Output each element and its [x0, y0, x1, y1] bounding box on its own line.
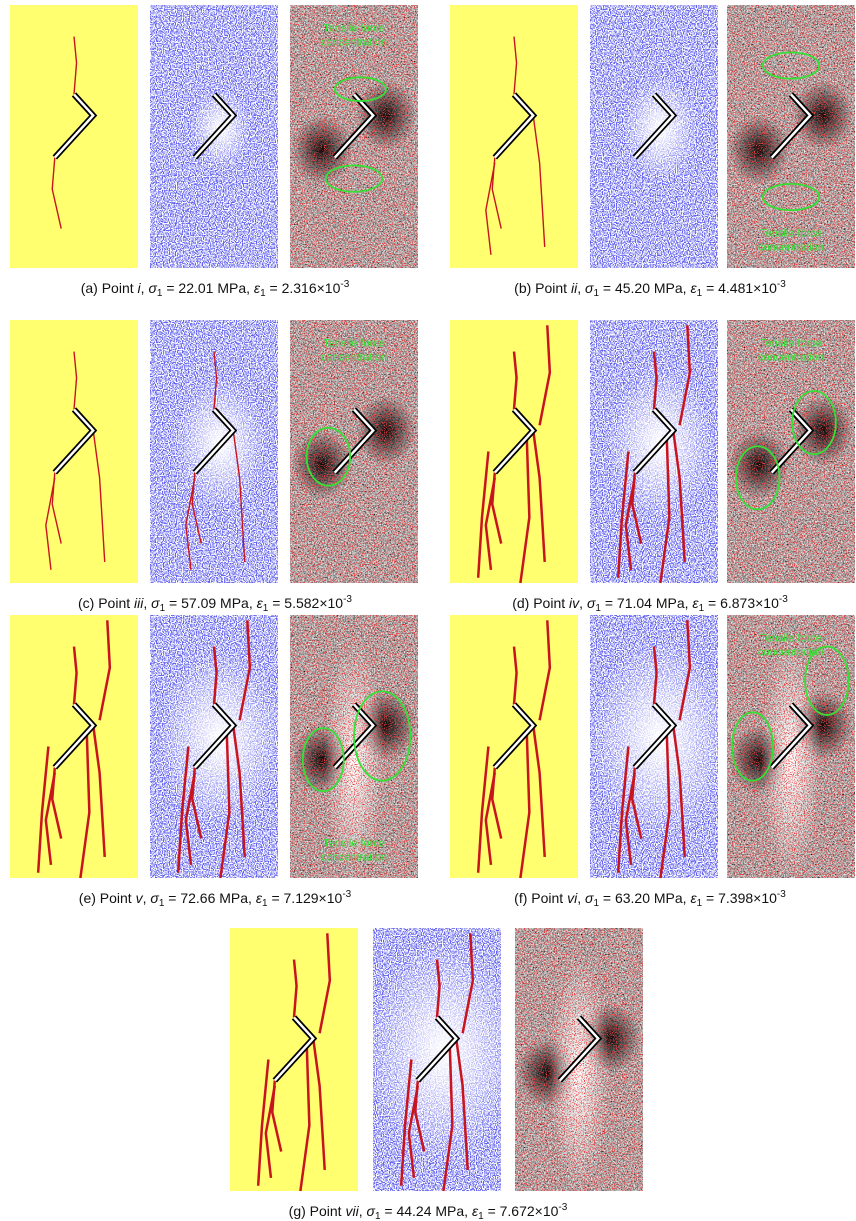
caption-part: (c) Point	[78, 595, 134, 611]
caption: (a) Point i, σ1 = 22.01 MPa, ε1 = 2.316×…	[81, 277, 350, 302]
caption-part: iii	[134, 595, 143, 611]
caption-part: (f) Point	[514, 890, 567, 906]
annotation-text: Tensile force	[760, 632, 822, 644]
caption-part: ,	[577, 280, 585, 296]
caption-part: -3	[340, 279, 349, 290]
caption-part: = 7.398×10	[702, 890, 777, 906]
caption-part: (d) Point	[512, 595, 569, 611]
caption-part: ,	[143, 890, 151, 906]
caption-part: = 7.129×10	[268, 890, 343, 906]
annotation-text: concentration	[321, 36, 387, 48]
annotation-text: Tensile force	[323, 337, 385, 349]
annotation-text: Tensile force	[760, 337, 822, 349]
panel: Tensile force concentration	[450, 615, 855, 880]
caption-part: = 6.873×10	[704, 595, 779, 611]
caption: (g) Point vii, σ1 = 44.24 MPa, ε1 = 7.67…	[289, 1200, 568, 1221]
annotation-text: concentration	[758, 351, 824, 363]
caption-part: = 72.66 MPa,	[164, 890, 255, 906]
caption-part: vii	[345, 1203, 358, 1219]
caption-part: ,	[141, 280, 149, 296]
caption-part: = 7.672×10	[484, 1203, 559, 1219]
caption-part: -3	[558, 1202, 567, 1213]
caption-part: ,	[579, 595, 587, 611]
caption-part: = 4.481×10	[702, 280, 777, 296]
annotation-text: concentration	[758, 241, 824, 253]
caption-part: = 63.20 MPa,	[599, 890, 690, 906]
caption-part: ,	[359, 1203, 367, 1219]
caption-part: = 2.316×10	[266, 280, 341, 296]
caption-part: = 45.20 MPa,	[599, 280, 690, 296]
caption-part: ,	[577, 890, 585, 906]
caption-part: -3	[342, 889, 351, 900]
caption: (d) Point iv, σ1 = 71.04 MPa, ε1 = 6.873…	[512, 592, 788, 617]
panel: Tensile force concentration	[10, 615, 418, 880]
caption-part: -3	[343, 594, 352, 605]
panel: Tensile force concentration	[450, 320, 855, 583]
panel: Tensile force concentration	[450, 5, 855, 268]
panel: Tensile force concentration	[10, 5, 418, 268]
panel	[230, 928, 643, 1193]
annotation-text: concentration	[321, 351, 387, 363]
caption-part: (b) Point	[514, 280, 571, 296]
caption-part: -3	[779, 594, 788, 605]
caption-part: ,	[143, 595, 151, 611]
annotation-text: concentration	[758, 646, 824, 658]
caption-part: vi	[567, 890, 577, 906]
caption-part: = 5.582×10	[268, 595, 343, 611]
figure: Tensile force concentration Tensile force c…	[0, 0, 856, 1221]
caption-part: v	[136, 890, 143, 906]
caption-part: (e) Point	[79, 890, 136, 906]
caption-part: = 44.24 MPa,	[381, 1203, 472, 1219]
caption-part: σ	[585, 890, 593, 906]
caption-part: -3	[777, 889, 786, 900]
caption: (e) Point v, σ1 = 72.66 MPa, ε1 = 7.129×…	[79, 887, 351, 912]
caption-part: (a) Point	[81, 280, 138, 296]
caption-part: σ	[148, 280, 156, 296]
caption-part: (g) Point	[289, 1203, 346, 1219]
caption: (c) Point iii, σ1 = 57.09 MPa, ε1 = 5.58…	[78, 592, 352, 617]
caption-part: iv	[569, 595, 579, 611]
caption-part: = 22.01 MPa,	[162, 280, 253, 296]
caption: (b) Point ii, σ1 = 45.20 MPa, ε1 = 4.481…	[514, 277, 786, 302]
caption-part: = 57.09 MPa,	[165, 595, 256, 611]
caption-part: σ	[151, 595, 159, 611]
panel: Tensile force concentration	[10, 320, 418, 583]
annotation-text: Tensile force	[760, 227, 822, 239]
caption: (f) Point vi, σ1 = 63.20 MPa, ε1 = 7.398…	[514, 887, 786, 912]
caption-part: σ	[150, 890, 158, 906]
annotation-text: Tensile force	[323, 837, 385, 849]
caption-part: -3	[777, 279, 786, 290]
caption-part: = 71.04 MPa,	[601, 595, 692, 611]
annotation-text: concentration	[321, 851, 387, 863]
annotation-text: Tensile force	[323, 22, 385, 34]
caption-part: σ	[587, 595, 595, 611]
